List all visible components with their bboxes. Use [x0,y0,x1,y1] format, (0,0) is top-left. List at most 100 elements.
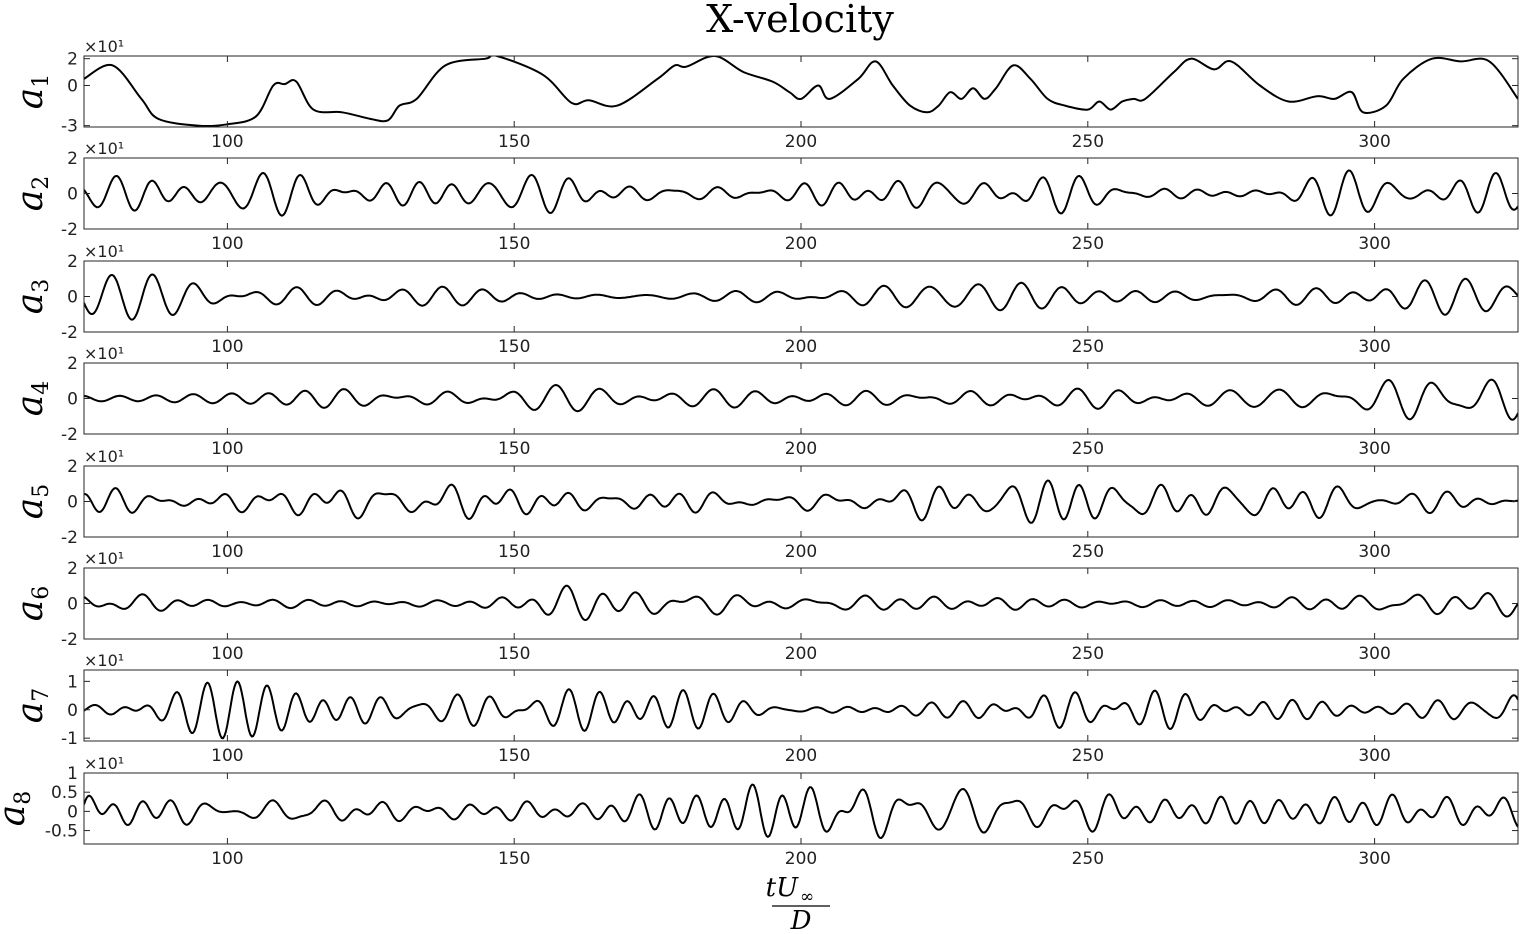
x-axis-label-subscript: ∞ [800,887,814,907]
y-axis-label-a1: a1 [10,74,54,109]
x-tick-label: 300 [1358,542,1390,562]
y-tick-label: 2 [67,149,78,169]
x-tick-label: 100 [211,644,243,664]
y-tick-label: 2 [67,559,78,579]
y-tick-label: -0.5 [45,822,78,842]
y-tick-label: 0.5 [51,783,78,803]
x-tick-label: 250 [1072,337,1104,357]
y-tick-label: 1 [67,764,78,784]
x-axis-label-denominator: D [790,906,812,934]
x-tick-label: 150 [498,644,530,664]
y-axis-label-a6: a6 [10,586,54,621]
x-tick-label: 300 [1358,337,1390,357]
x-tick-label: 250 [1072,439,1104,459]
subplot-a4: 100 150 200 250 300 -2 0 2 ×10¹ a4 [10,344,1519,459]
y-exponent-label: ×10¹ [84,242,124,261]
axes-box-a7 [83,669,1519,742]
x-tick-label: 200 [785,746,817,766]
series-line-a3 [84,273,1518,321]
y-tick-label: -2 [61,220,78,240]
y-exponent-label: ×10¹ [84,37,124,56]
x-tick-label: 300 [1358,644,1390,664]
y-tick-label: 0 [67,493,78,513]
subplot-a7: 100 150 200 250 300 -1 0 1 ×10¹ a7 [10,651,1519,766]
x-tick-label: 200 [785,542,817,562]
subplot-a3: 100 150 200 250 300 -2 0 2 ×10¹ a3 [10,242,1519,357]
x-tick-label: 200 [785,234,817,254]
x-tick-label: 150 [498,337,530,357]
x-tick-label: 150 [498,849,530,869]
subplot-a2: 100 150 200 250 300 -2 0 2 ×10¹ a2 [10,139,1519,254]
y-tick-label: 0 [67,390,78,410]
y-exponent-label: ×10¹ [84,344,124,363]
x-tick-label: 200 [785,132,817,152]
y-exponent-label: ×10¹ [84,549,124,568]
series-line-a8 [84,783,1518,839]
y-tick-label: 0 [67,288,78,308]
subplot-a5: 100 150 200 250 300 -2 0 2 ×10¹ a5 [10,447,1519,562]
x-tick-label: 200 [785,644,817,664]
x-tick-label: 250 [1072,644,1104,664]
y-tick-label: 0 [67,76,78,96]
x-tick-label: 150 [498,439,530,459]
series-line-a1 [84,56,1518,127]
axes-box-a1 [83,55,1519,128]
x-tick-label: 100 [211,849,243,869]
x-tick-label: 150 [498,234,530,254]
y-exponent-label: ×10¹ [84,754,124,773]
x-tick-label: 100 [211,234,243,254]
y-tick-label: -2 [61,425,78,445]
axes-box-a3 [83,260,1519,333]
x-tick-label: 300 [1358,132,1390,152]
y-tick-label: -3 [61,117,78,137]
y-tick-label: 2 [67,457,78,477]
y-axis-label-a3: a3 [10,279,54,314]
x-tick-label: 250 [1072,542,1104,562]
x-tick-label: 100 [211,746,243,766]
y-tick-label: -2 [61,323,78,343]
series-line-a2 [84,169,1518,217]
x-tick-label: 200 [785,849,817,869]
y-tick-label: -2 [61,630,78,650]
series-line-a4 [84,378,1518,421]
y-tick-label: 0 [67,802,78,822]
x-tick-label: 200 [785,337,817,357]
subplot-a1: 100 150 200 250 300 -3 0 2 ×10¹ a1 [10,37,1519,152]
y-axis-label-a7: a7 [10,688,54,723]
y-tick-label: -1 [61,729,78,749]
x-tick-label: 250 [1072,746,1104,766]
subplot-a6: 100 150 200 250 300 -2 0 2 ×10¹ a6 [10,549,1519,664]
x-axis-label: tU ∞ D [766,873,830,934]
x-tick-label: 250 [1072,132,1104,152]
y-axis-label-a2: a2 [10,176,54,211]
y-tick-label: 1 [67,672,78,692]
x-axis-label-numerator: tU [766,873,799,903]
x-tick-label: 300 [1358,849,1390,869]
x-tick-label: 250 [1072,234,1104,254]
x-tick-label: 150 [498,542,530,562]
chart-title: X-velocity [706,0,894,41]
y-tick-label: 2 [67,50,78,70]
y-exponent-label: ×10¹ [84,447,124,466]
y-tick-label: 2 [67,252,78,272]
y-axis-label-a4: a4 [10,381,54,416]
x-tick-label: 250 [1072,849,1104,869]
x-tick-label: 300 [1358,439,1390,459]
x-tick-label: 150 [498,746,530,766]
y-tick-label: 0 [67,595,78,615]
x-tick-label: 300 [1358,746,1390,766]
y-exponent-label: ×10¹ [84,139,124,158]
y-tick-label: 0 [67,185,78,205]
x-tick-label: 100 [211,337,243,357]
axes-box-a8 [83,772,1519,845]
subplot-a8: 100 150 200 250 300 -0.500.51 ×10¹ a8 [0,754,1519,869]
y-axis-label-a5: a5 [10,484,54,519]
series-line-a7 [84,680,1518,740]
y-tick-label: -2 [61,528,78,548]
y-exponent-label: ×10¹ [84,651,124,670]
x-tick-label: 100 [211,542,243,562]
y-tick-label: 2 [67,354,78,374]
y-axis-label-a8: a8 [0,791,36,826]
